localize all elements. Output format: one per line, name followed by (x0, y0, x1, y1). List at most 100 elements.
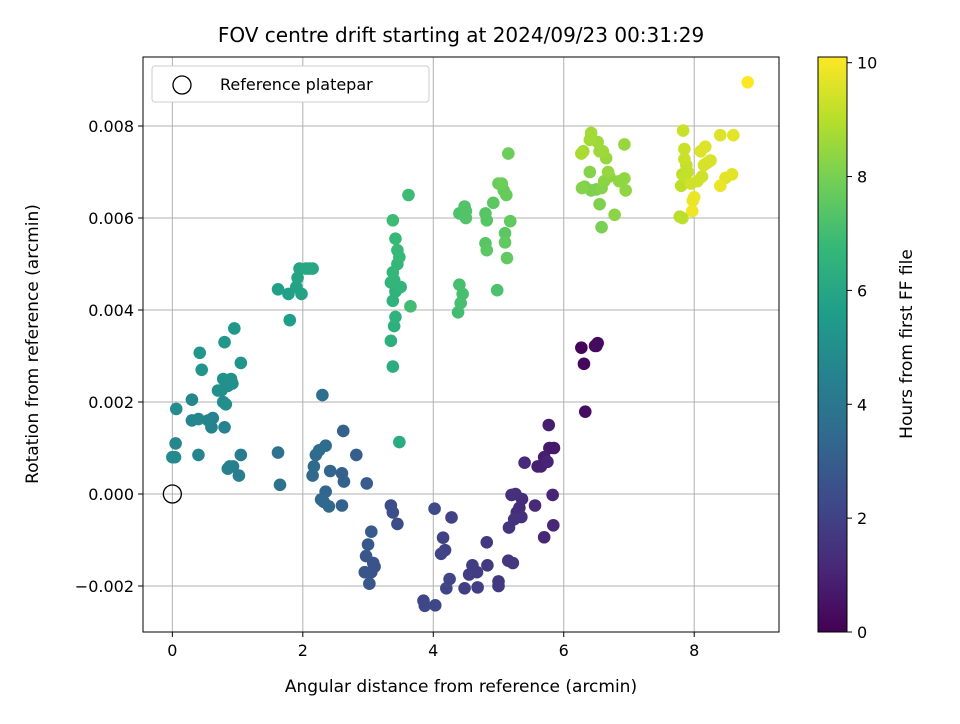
data-point (402, 188, 415, 202)
data-point (618, 138, 631, 151)
data-point (676, 211, 689, 225)
data-point (490, 283, 504, 297)
data-point (384, 334, 398, 348)
data-point (575, 181, 589, 195)
data-point (575, 147, 588, 160)
data-point (218, 421, 231, 434)
data-point (228, 322, 241, 335)
data-point (505, 488, 518, 502)
y-tick-label: 0.006 (88, 209, 134, 228)
colorbar-tick-label: 6 (857, 281, 867, 300)
data-point (387, 319, 401, 333)
data-point (307, 460, 321, 473)
data-point (541, 455, 554, 469)
data-point (166, 450, 179, 464)
y-tick-label: −0.002 (75, 577, 134, 596)
plot-background (143, 57, 779, 632)
data-point (404, 300, 417, 313)
data-point (590, 339, 603, 353)
data-point (316, 388, 329, 402)
data-point (503, 214, 517, 228)
colorbar-tick-label: 0 (857, 623, 867, 642)
data-point (531, 460, 544, 473)
data-point (363, 577, 376, 590)
data-point (195, 363, 209, 377)
data-point (495, 177, 509, 190)
data-point (471, 581, 484, 594)
data-point (428, 599, 442, 612)
reference-marker (162, 484, 183, 504)
data-point (584, 126, 598, 140)
data-point (583, 165, 597, 179)
data-point (358, 565, 372, 579)
data-point (306, 469, 319, 482)
data-point (337, 475, 351, 488)
data-point (361, 538, 375, 551)
data-point (500, 251, 514, 265)
data-point (619, 184, 633, 197)
y-axis-label: Rotation from reference (arcmin) (23, 204, 43, 484)
colorbar-tick-label: 4 (857, 395, 867, 414)
x-axis-ticks: 0 2 4 6 8 (167, 632, 699, 660)
data-point (727, 128, 740, 142)
data-point (319, 439, 332, 453)
data-point (234, 356, 248, 370)
data-point (389, 232, 402, 245)
plot-area: 0 2 4 6 8 −0.002 0.000 0.002 0.004 0.006 0.008 (75, 56, 780, 660)
data-point (593, 197, 606, 211)
data-point (434, 547, 448, 561)
data-point (498, 226, 512, 240)
data-point (741, 76, 754, 89)
data-point (481, 559, 494, 572)
data-point (546, 488, 559, 502)
plot-frame (142, 56, 780, 633)
data-point (500, 188, 513, 202)
x-tick-label: 2 (298, 641, 308, 660)
colorbar-tick-label: 2 (857, 509, 867, 528)
x-tick-label: 0 (167, 641, 177, 660)
data-point (221, 462, 235, 476)
data-point (192, 412, 205, 426)
data-point (323, 464, 337, 478)
data-point (169, 437, 182, 450)
data-point (518, 456, 531, 470)
data-point (687, 191, 701, 204)
data-point (498, 236, 512, 249)
data-point (459, 211, 473, 225)
reference-point (162, 484, 183, 504)
x-tick-label: 8 (689, 641, 699, 660)
data-point (185, 393, 199, 407)
data-point (224, 372, 238, 386)
data-point (273, 478, 287, 492)
colorbar-tick-label: 8 (857, 168, 867, 187)
colorbar-tick-label: 10 (857, 54, 877, 73)
data-point (350, 448, 363, 462)
data-point (575, 341, 588, 355)
data-point (608, 208, 621, 222)
data-point (462, 568, 476, 581)
data-point (601, 165, 615, 179)
data-point (501, 147, 515, 160)
data-point (391, 517, 404, 531)
legend-marker-reference (172, 75, 192, 95)
data-point (391, 243, 404, 257)
data-point (458, 582, 471, 595)
data-point (501, 554, 515, 567)
chart-title: FOV centre drift starting at 2024/09/23 … (218, 23, 704, 47)
x-axis-label: Angular distance from reference (arcmin) (285, 677, 637, 697)
data-point (386, 214, 400, 227)
legend: Reference platepar (151, 65, 430, 103)
data-point (595, 220, 608, 234)
data-point (336, 424, 350, 438)
data-point (596, 145, 610, 158)
data-point (676, 124, 690, 137)
data-point (618, 172, 631, 185)
data-point (271, 283, 285, 296)
data-point (577, 357, 591, 371)
data-point (542, 418, 556, 432)
data-point (193, 346, 207, 360)
data-point (678, 142, 691, 156)
data-point (335, 499, 349, 512)
data-point (547, 441, 561, 455)
